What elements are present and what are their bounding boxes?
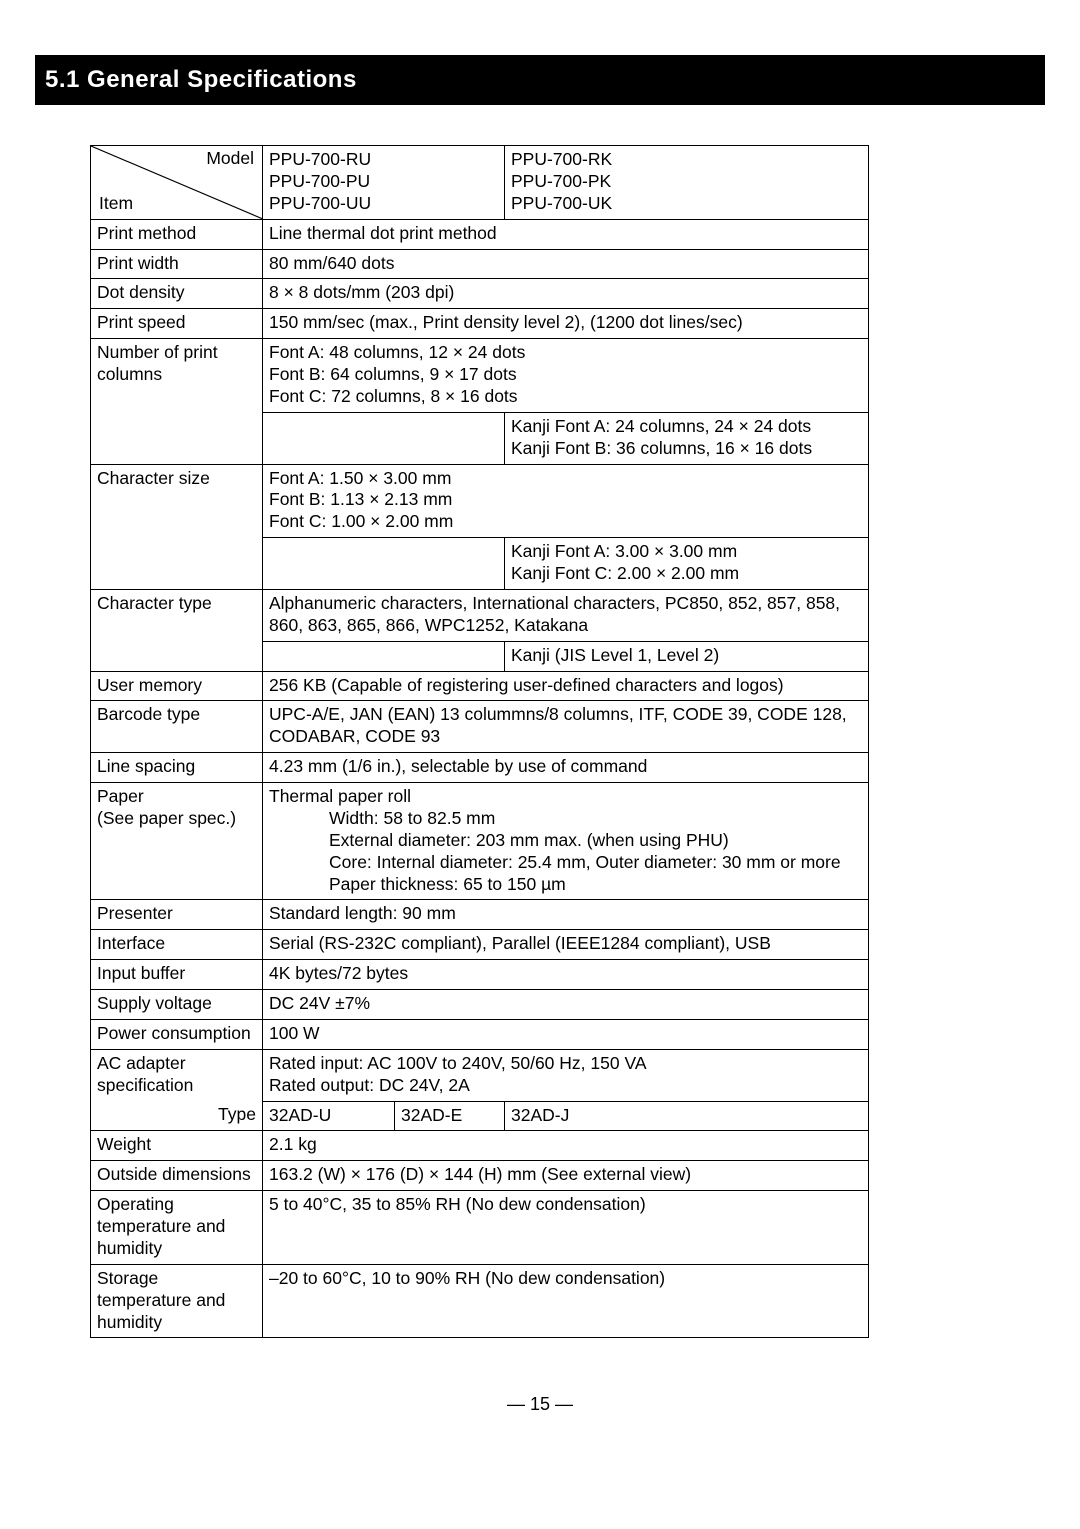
row-value: 2.1 kg xyxy=(263,1131,869,1161)
row-value: DC 24V ±7% xyxy=(263,990,869,1020)
row-value-empty xyxy=(263,412,505,464)
row-label: Character type xyxy=(91,589,263,671)
table-row: Number of print columns Font A: 48 colum… xyxy=(91,339,869,413)
row-value: 80 mm/640 dots xyxy=(263,249,869,279)
table-row: Dot density 8 × 8 dots/mm (203 dpi) xyxy=(91,279,869,309)
row-label: Interface xyxy=(91,930,263,960)
table-row: Interface Serial (RS-232C compliant), Pa… xyxy=(91,930,869,960)
row-label: Barcode type xyxy=(91,701,263,753)
row-label: Power consumption xyxy=(91,1019,263,1049)
row-value: 163.2 (W) × 176 (D) × 144 (H) mm (See ex… xyxy=(263,1161,869,1191)
row-value: Line thermal dot print method xyxy=(263,219,869,249)
row-label: Storage temperature and humidity xyxy=(91,1264,263,1338)
row-value: 4K bytes/72 bytes xyxy=(263,960,869,990)
paper-line1: Thermal paper roll xyxy=(269,786,411,806)
table-row: Print speed 150 mm/sec (max., Print dens… xyxy=(91,309,869,339)
header-model-label: Model xyxy=(206,148,254,170)
row-label: Input buffer xyxy=(91,960,263,990)
row-label-type: Type xyxy=(91,1101,263,1131)
row-label: Print method xyxy=(91,219,263,249)
row-value: 5 to 40°C, 35 to 85% RH (No dew condensa… xyxy=(263,1191,869,1265)
section-title: 5.1 General Specifications xyxy=(45,65,357,95)
row-label: AC adapter specification xyxy=(91,1049,263,1101)
table-row: Character size Font A: 1.50 × 3.00 mm Fo… xyxy=(91,464,869,538)
row-value: Kanji (JIS Level 1, Level 2) xyxy=(505,641,869,671)
table-row: Outside dimensions 163.2 (W) × 176 (D) ×… xyxy=(91,1161,869,1191)
spec-table: Model Item PPU-700-RU PPU-700-PU PPU-700… xyxy=(90,145,869,1338)
row-value: 4.23 mm (1/6 in.), selectable by use of … xyxy=(263,753,869,783)
page: 5.1 General Specifications Model Item PP… xyxy=(0,0,1080,1456)
row-value: 150 mm/sec (max., Print density level 2)… xyxy=(263,309,869,339)
ac-type-b: 32AD-E xyxy=(395,1101,505,1131)
row-label: Print width xyxy=(91,249,263,279)
row-value-empty xyxy=(263,538,505,590)
model-group-2: PPU-700-RK PPU-700-PK PPU-700-UK xyxy=(505,146,869,220)
row-value: 8 × 8 dots/mm (203 dpi) xyxy=(263,279,869,309)
model-group-1: PPU-700-RU PPU-700-PU PPU-700-UU xyxy=(263,146,505,220)
table-row: User memory 256 KB (Capable of registeri… xyxy=(91,671,869,701)
row-label: Supply voltage xyxy=(91,990,263,1020)
row-value: 100 W xyxy=(263,1019,869,1049)
section-title-bar: 5.1 General Specifications xyxy=(35,55,1045,105)
row-value: 256 KB (Capable of registering user-defi… xyxy=(263,671,869,701)
table-row: Input buffer 4K bytes/72 bytes xyxy=(91,960,869,990)
ac-type-c: 32AD-J xyxy=(505,1101,869,1131)
header-diagonal-cell: Model Item xyxy=(91,146,263,220)
row-value: Thermal paper roll Width: 58 to 82.5 mm … xyxy=(263,783,869,900)
table-row: Storage temperature and humidity –20 to … xyxy=(91,1264,869,1338)
table-row: Line spacing 4.23 mm (1/6 in.), selectab… xyxy=(91,753,869,783)
row-label: Line spacing xyxy=(91,753,263,783)
table-row: Character type Alphanumeric characters, … xyxy=(91,589,869,641)
table-row: Operating temperature and humidity 5 to … xyxy=(91,1191,869,1265)
row-label: Paper (See paper spec.) xyxy=(91,783,263,900)
paper-indent-lines: Width: 58 to 82.5 mm External diameter: … xyxy=(269,808,862,896)
row-value-empty xyxy=(263,641,505,671)
table-row: Print width 80 mm/640 dots xyxy=(91,249,869,279)
table-header-row: Model Item PPU-700-RU PPU-700-PU PPU-700… xyxy=(91,146,869,220)
table-row: Supply voltage DC 24V ±7% xyxy=(91,990,869,1020)
row-value: Standard length: 90 mm xyxy=(263,900,869,930)
row-value: Rated input: AC 100V to 240V, 50/60 Hz, … xyxy=(263,1049,869,1101)
row-value: Serial (RS-232C compliant), Parallel (IE… xyxy=(263,930,869,960)
table-row: Print method Line thermal dot print meth… xyxy=(91,219,869,249)
table-row: AC adapter specification Rated input: AC… xyxy=(91,1049,869,1101)
row-value: UPC-A/E, JAN (EAN) 13 colummns/8 columns… xyxy=(263,701,869,753)
row-value: Font A: 48 columns, 12 × 24 dots Font B:… xyxy=(263,339,869,413)
table-row: Weight 2.1 kg xyxy=(91,1131,869,1161)
row-label: Number of print columns xyxy=(91,339,263,464)
header-item-label: Item xyxy=(99,193,133,215)
row-label: Outside dimensions xyxy=(91,1161,263,1191)
row-value: –20 to 60°C, 10 to 90% RH (No dew conden… xyxy=(263,1264,869,1338)
table-row: Power consumption 100 W xyxy=(91,1019,869,1049)
table-row: Barcode type UPC-A/E, JAN (EAN) 13 colum… xyxy=(91,701,869,753)
table-row: Paper (See paper spec.) Thermal paper ro… xyxy=(91,783,869,900)
row-label: Dot density xyxy=(91,279,263,309)
row-value: Font A: 1.50 × 3.00 mm Font B: 1.13 × 2.… xyxy=(263,464,869,538)
ac-type-a: 32AD-U xyxy=(263,1101,395,1131)
row-label: Presenter xyxy=(91,900,263,930)
row-value: Kanji Font A: 3.00 × 3.00 mm Kanji Font … xyxy=(505,538,869,590)
row-value: Kanji Font A: 24 columns, 24 × 24 dots K… xyxy=(505,412,869,464)
row-label: Character size xyxy=(91,464,263,589)
table-row: Presenter Standard length: 90 mm xyxy=(91,900,869,930)
page-number: — 15 — xyxy=(0,1393,1080,1416)
row-value: Alphanumeric characters, International c… xyxy=(263,589,869,641)
row-label: Weight xyxy=(91,1131,263,1161)
row-label: Operating temperature and humidity xyxy=(91,1191,263,1265)
table-row: Type 32AD-U 32AD-E 32AD-J xyxy=(91,1101,869,1131)
row-label: Print speed xyxy=(91,309,263,339)
row-label: User memory xyxy=(91,671,263,701)
